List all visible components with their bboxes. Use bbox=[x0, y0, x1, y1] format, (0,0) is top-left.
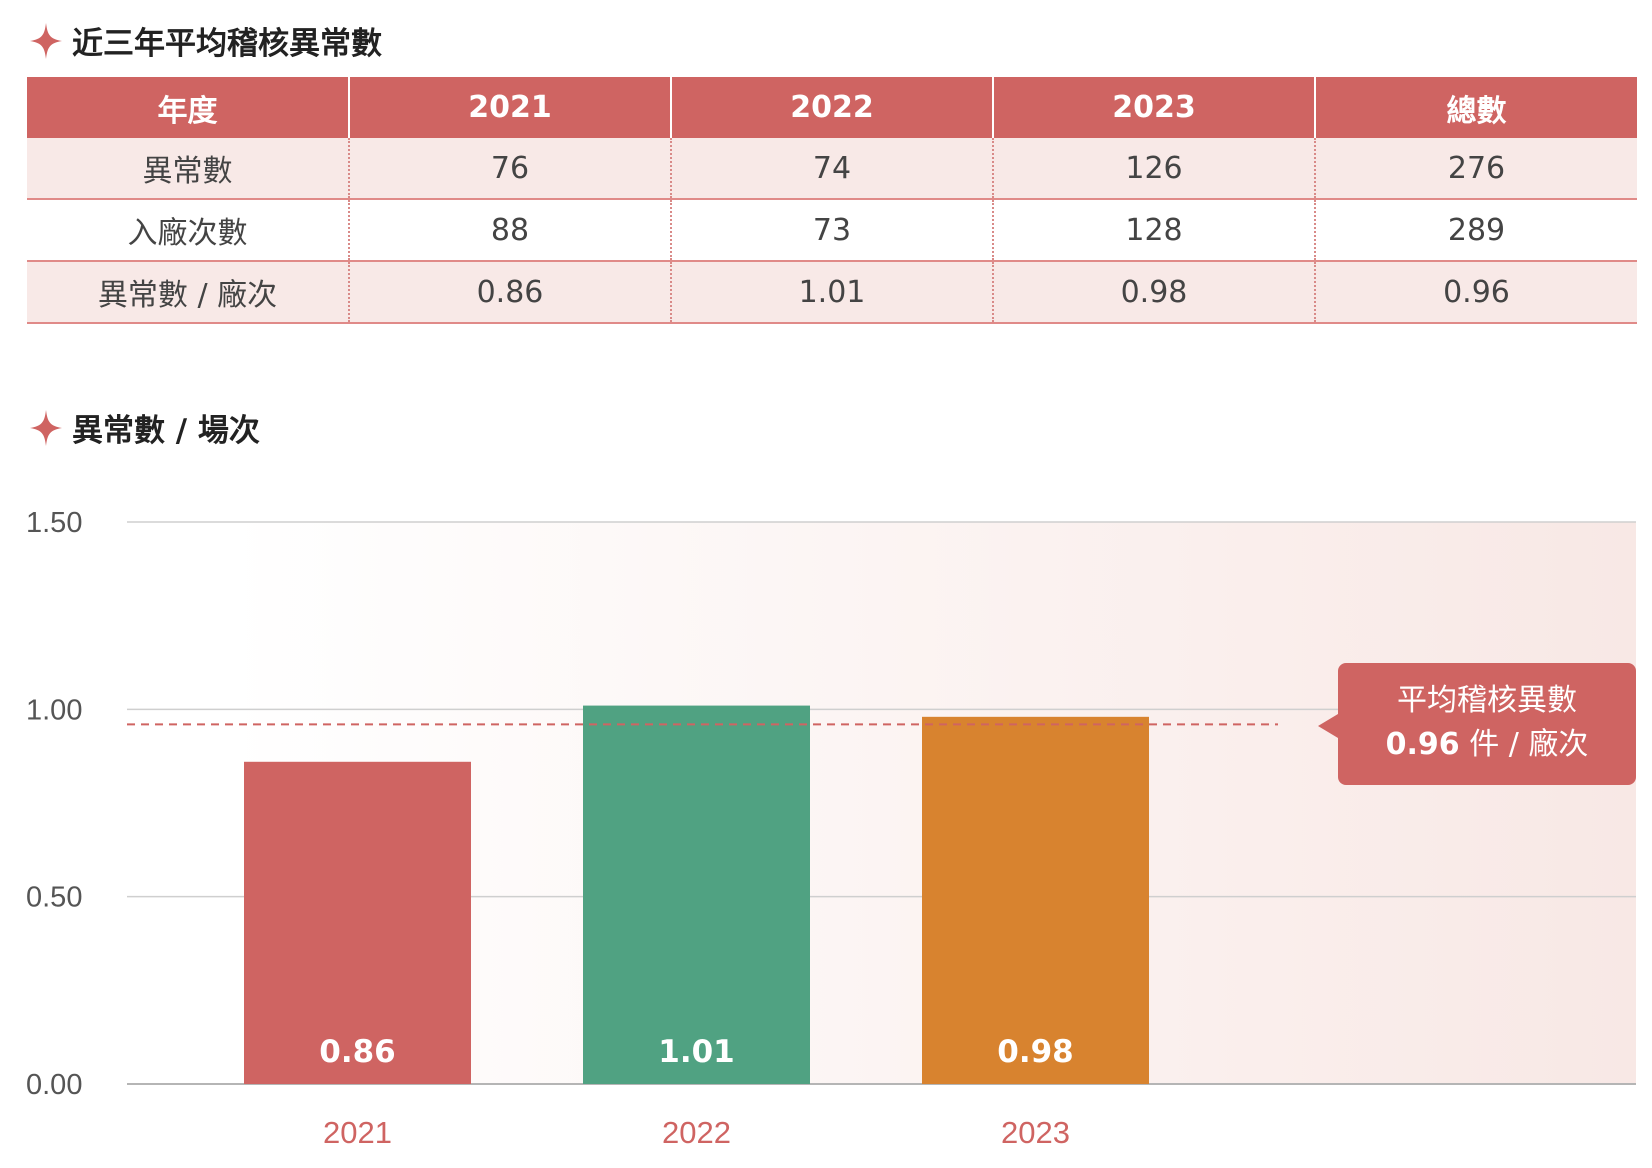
bar-value-label: 1.01 bbox=[658, 1034, 735, 1070]
table-cell: 0.86 bbox=[349, 261, 672, 324]
x-tick-label: 2021 bbox=[323, 1115, 392, 1150]
bar-2023 bbox=[922, 716, 1149, 1084]
table-cell: 88 bbox=[349, 199, 672, 262]
callout-title: 平均稽核異數 bbox=[1397, 683, 1577, 718]
chart-section-title: 異常數 / 場次 bbox=[28, 405, 260, 450]
callout-value: 0.96 bbox=[1385, 727, 1460, 762]
callout-unit: 件 / 廠次 bbox=[1469, 727, 1589, 762]
header-2021: 2021 bbox=[349, 77, 672, 138]
table-cell: 0.96 bbox=[1315, 261, 1637, 324]
x-tick-label: 2022 bbox=[662, 1115, 731, 1150]
sparkle-icon bbox=[30, 22, 62, 59]
row-label: 異常數 / 廠次 bbox=[27, 261, 350, 324]
chart-section-title-text: 異常數 / 場次 bbox=[72, 413, 260, 449]
row-label: 異常數 bbox=[27, 138, 350, 200]
y-tick-label: 1.50 bbox=[26, 507, 82, 539]
x-tick-label: 2023 bbox=[1001, 1115, 1070, 1150]
bar-value-label: 0.98 bbox=[997, 1034, 1074, 1070]
table-cell: 276 bbox=[1315, 138, 1637, 200]
table-cell: 73 bbox=[671, 199, 994, 262]
bar-chart: 0.000.501.001.50 0.86 1.01 0.98 2021 2022 20… bbox=[26, 507, 1636, 1150]
header-2022: 2022 bbox=[671, 77, 994, 138]
row-label: 入廠次數 bbox=[27, 199, 350, 262]
table-cell: 1.01 bbox=[671, 261, 994, 324]
table-row: 入廠次數 88 73 128 289 bbox=[27, 199, 1637, 262]
y-tick-label: 0.50 bbox=[26, 882, 82, 914]
sparkle-icon bbox=[30, 409, 62, 446]
bar-2022 bbox=[583, 705, 810, 1084]
callout-value-line: 0.96 件 / 廠次 bbox=[1338, 725, 1636, 765]
y-axis: 0.00 0.50 1.00 1.50 bbox=[26, 507, 82, 1101]
table-section-title: 近三年平均稽核異常數 bbox=[28, 18, 382, 63]
header-year: 年度 bbox=[27, 77, 350, 138]
table-row: 異常數 / 廠次 0.86 1.01 0.98 0.96 bbox=[27, 261, 1637, 324]
y-tick-label: 1.00 bbox=[26, 694, 82, 726]
header-2023: 2023 bbox=[993, 77, 1316, 138]
table-cell: 289 bbox=[1315, 199, 1637, 262]
table-header-row: 年度 2021 2022 2023 總數 bbox=[27, 77, 1637, 138]
y-tick-label: 0.00 bbox=[26, 1069, 82, 1101]
bar-2021 bbox=[244, 761, 471, 1084]
table-row: 異常數 76 74 126 276 bbox=[27, 138, 1637, 200]
table-section-title-text: 近三年平均稽核異常數 bbox=[72, 26, 382, 62]
bar-value-label: 0.86 bbox=[319, 1034, 396, 1070]
audit-stats-table: 年度 2021 2022 2023 總數 異常數 76 74 126 276 入… bbox=[27, 77, 1637, 324]
bars: 0.86 1.01 0.98 bbox=[244, 705, 1149, 1084]
average-callout: 平均稽核異數 0.96 件 / 廠次 bbox=[1318, 663, 1636, 785]
table-cell: 76 bbox=[349, 138, 672, 200]
table-cell: 0.98 bbox=[993, 261, 1316, 324]
table-cell: 126 bbox=[993, 138, 1316, 200]
x-axis: 2021 2022 2023 bbox=[323, 1115, 1070, 1150]
table-cell: 74 bbox=[671, 138, 994, 200]
table-cell: 128 bbox=[993, 199, 1316, 262]
header-total: 總數 bbox=[1315, 77, 1637, 138]
